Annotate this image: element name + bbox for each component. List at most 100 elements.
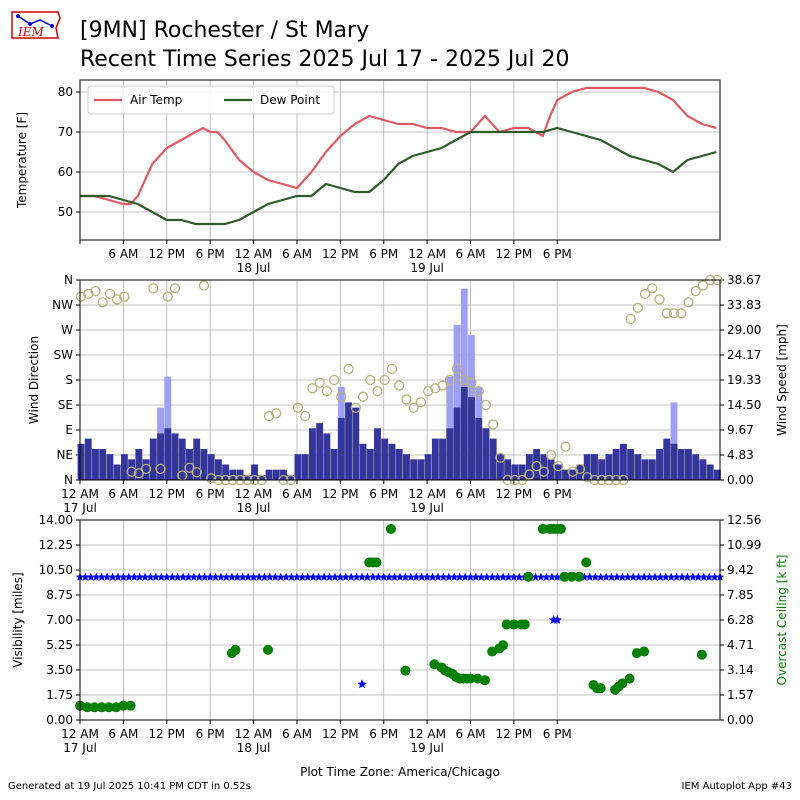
wind-speed-bar [366, 448, 374, 480]
wind-speed-bar [562, 469, 569, 480]
visibility-point [352, 572, 361, 581]
wind-speed-bar [222, 464, 230, 480]
wind-speed-bar [280, 469, 287, 480]
visibility-point [227, 572, 237, 581]
visibility-point [395, 572, 405, 581]
wind-direction-point [343, 363, 354, 375]
visibility-point [650, 572, 660, 581]
visibility-point [271, 572, 280, 581]
gust-bar [670, 402, 678, 480]
visibility-point [243, 572, 253, 581]
gust-bar [453, 324, 461, 480]
legend-label: Air Temp [130, 93, 182, 107]
logo-text: IEM [17, 25, 45, 39]
visibility-point [260, 572, 269, 581]
visibility-point [86, 572, 96, 581]
wind-speed-bar [424, 454, 432, 480]
wind-direction-point [697, 280, 709, 291]
x-tick-label: 6 AM [456, 247, 486, 261]
y-tick-label: W [61, 323, 73, 337]
wind-speed-bar [475, 417, 483, 480]
wind-direction-point [437, 380, 448, 391]
visibility-point [585, 572, 595, 581]
visibility-point [384, 572, 394, 581]
y2-tick-label: 24.17 [727, 348, 761, 362]
visibility-point [688, 572, 698, 581]
x-tick-label: 12 AM [61, 727, 99, 741]
y2-tick-label: 12.56 [727, 513, 761, 527]
y-tick-label: 1.75 [46, 688, 73, 702]
x-tick-label: 6 PM [369, 487, 398, 501]
x-tick-label: 6 PM [543, 727, 572, 741]
wind-speed-bar [301, 454, 309, 480]
ceiling-point [559, 571, 570, 582]
ceiling-point [573, 571, 584, 582]
wind-speed-bar [193, 438, 201, 480]
wind-speed-bar [489, 438, 497, 480]
visibility-point [140, 572, 150, 581]
y2-tick-label: 19.33 [727, 373, 761, 387]
wind-speed-bar [619, 443, 627, 480]
ceiling-point [501, 619, 512, 630]
wind-speed-bar [308, 428, 316, 480]
wind-speed-bar [142, 459, 150, 480]
wind-speed-bar [374, 428, 381, 480]
wind-speed-bar [381, 438, 389, 480]
visibility-point [374, 572, 383, 581]
ceiling-point [617, 678, 628, 689]
visibility-point [390, 572, 399, 581]
wind-speed-bar [627, 448, 635, 480]
x-tick-label: 6 AM [282, 247, 312, 261]
wind-speed-bar [128, 459, 136, 480]
x-tick-sublabel: 18 Jul [237, 741, 271, 755]
wind-speed-bar [685, 448, 692, 480]
x-tick-label: 12 AM [408, 247, 446, 261]
visibility-point [189, 572, 199, 581]
wind-speed-bar [706, 464, 714, 480]
wind-direction-point [184, 462, 195, 473]
y2-tick-label: 29.00 [727, 323, 761, 337]
x-tick-label: 6 AM [282, 487, 312, 501]
wind-direction-point [328, 374, 340, 386]
visibility-point [102, 572, 112, 581]
wind-direction-point [126, 466, 137, 477]
y2-tick-label: 0.00 [727, 473, 754, 487]
title-line-1: [9MN] Rochester / St Mary [80, 18, 370, 43]
visibility-point [612, 572, 622, 581]
visibility-point [108, 572, 117, 581]
visibility-point [536, 572, 546, 581]
wind-speed-bar [670, 443, 678, 480]
x-tick-label: 12 PM [322, 727, 359, 741]
y-tick-label: SE [58, 398, 73, 412]
ceiling-point [230, 644, 241, 655]
ceiling-point [595, 683, 606, 694]
wind-direction-point [357, 391, 369, 402]
wind-speed-bar [497, 454, 504, 480]
visibility-point [298, 572, 307, 581]
wind-direction-point [140, 463, 152, 475]
y-axis-label: Wind Direction [27, 336, 41, 424]
legend-label: Dew Point [260, 93, 320, 107]
wind-direction-point [639, 288, 651, 300]
x-tick-label: 6 PM [196, 487, 225, 501]
wind-speed-bar [482, 428, 490, 480]
visibility-point [444, 572, 454, 581]
ceiling-point [465, 673, 476, 684]
visibility-point [498, 572, 508, 581]
visibility-point [591, 572, 600, 581]
x-tick-label: 12 PM [148, 247, 185, 261]
x-tick-sublabel: 18 Jul [237, 261, 271, 275]
ceiling-point [581, 557, 592, 568]
wind-speed-bar [200, 448, 208, 480]
visibility-point [455, 572, 464, 581]
visibility-point [656, 572, 665, 581]
x-tick-label: 12 PM [322, 247, 359, 261]
x-tick-label: 12 AM [235, 727, 273, 741]
wind-speed-bar [468, 397, 475, 480]
visibility-point [157, 572, 166, 581]
visibility-point [135, 572, 144, 581]
visibility-point [124, 572, 134, 581]
wind-direction-point [83, 288, 94, 300]
x-tick-label: 6 AM [108, 727, 138, 741]
wind-direction-point [401, 394, 412, 405]
